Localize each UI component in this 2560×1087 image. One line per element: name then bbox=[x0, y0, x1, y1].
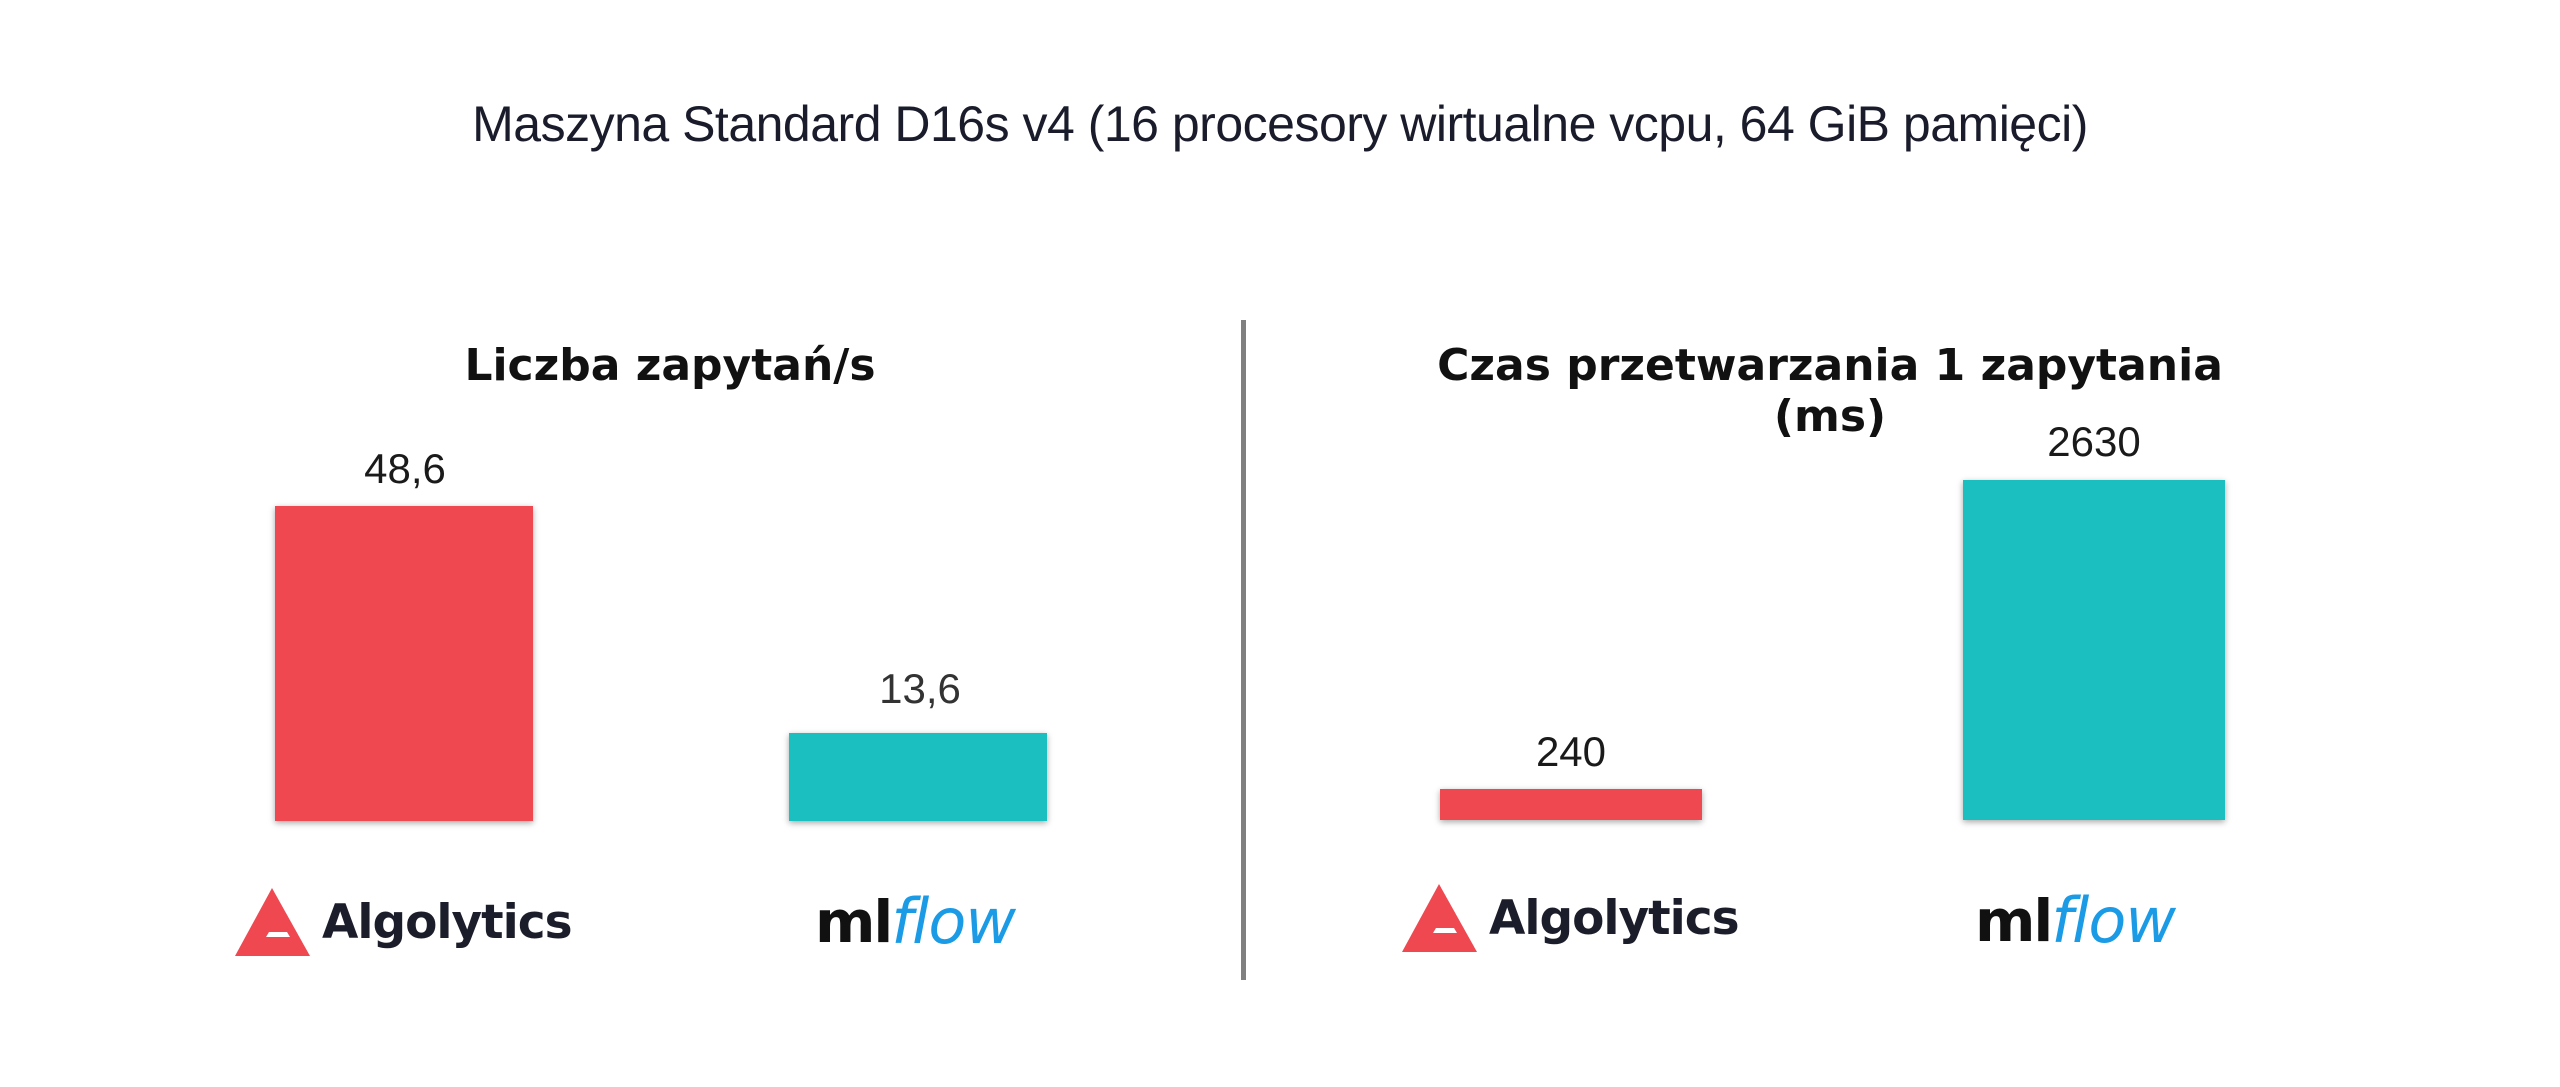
algolytics-logo: Algolytics bbox=[1402, 884, 1740, 952]
mlflow-wordmark-flow: flow bbox=[891, 885, 1016, 958]
value-label-algolytics-time: 240 bbox=[1535, 728, 1607, 775]
mlflow-logo: ml flow bbox=[815, 885, 1016, 958]
algolytics-logo: Algolytics bbox=[235, 888, 573, 956]
mlflow-wordmark-ml: ml bbox=[815, 887, 893, 956]
algolytics-wordmark: Algolytics bbox=[322, 894, 573, 950]
panel-title-requests-per-second: Liczba zapytań/s bbox=[464, 340, 876, 391]
mlflow-logo: ml flow bbox=[1975, 884, 2176, 957]
algolytics-triangle-icon bbox=[235, 888, 310, 956]
value-label-algolytics-rps: 48,6 bbox=[364, 445, 446, 492]
algolytics-wordmark: Algolytics bbox=[1489, 890, 1740, 946]
bar-mlflow-time bbox=[1963, 480, 2225, 820]
bar-algolytics-rps bbox=[275, 506, 533, 821]
mlflow-wordmark-ml: ml bbox=[1975, 886, 2053, 955]
bar-algolytics-time bbox=[1440, 789, 1702, 820]
mlflow-wordmark-flow: flow bbox=[2051, 884, 2176, 957]
panel-divider bbox=[1241, 320, 1246, 980]
value-label-mlflow-rps: 13,6 bbox=[879, 665, 961, 712]
page-title: Maszyna Standard D16s v4 (16 procesory w… bbox=[472, 96, 2088, 152]
value-label-mlflow-time: 2630 bbox=[2047, 418, 2141, 465]
algolytics-triangle-icon bbox=[1402, 884, 1477, 952]
panel-title-processing-time: Czas przetwarzania 1 zapytania (ms) bbox=[1437, 340, 2223, 442]
bar-mlflow-rps bbox=[789, 733, 1047, 821]
